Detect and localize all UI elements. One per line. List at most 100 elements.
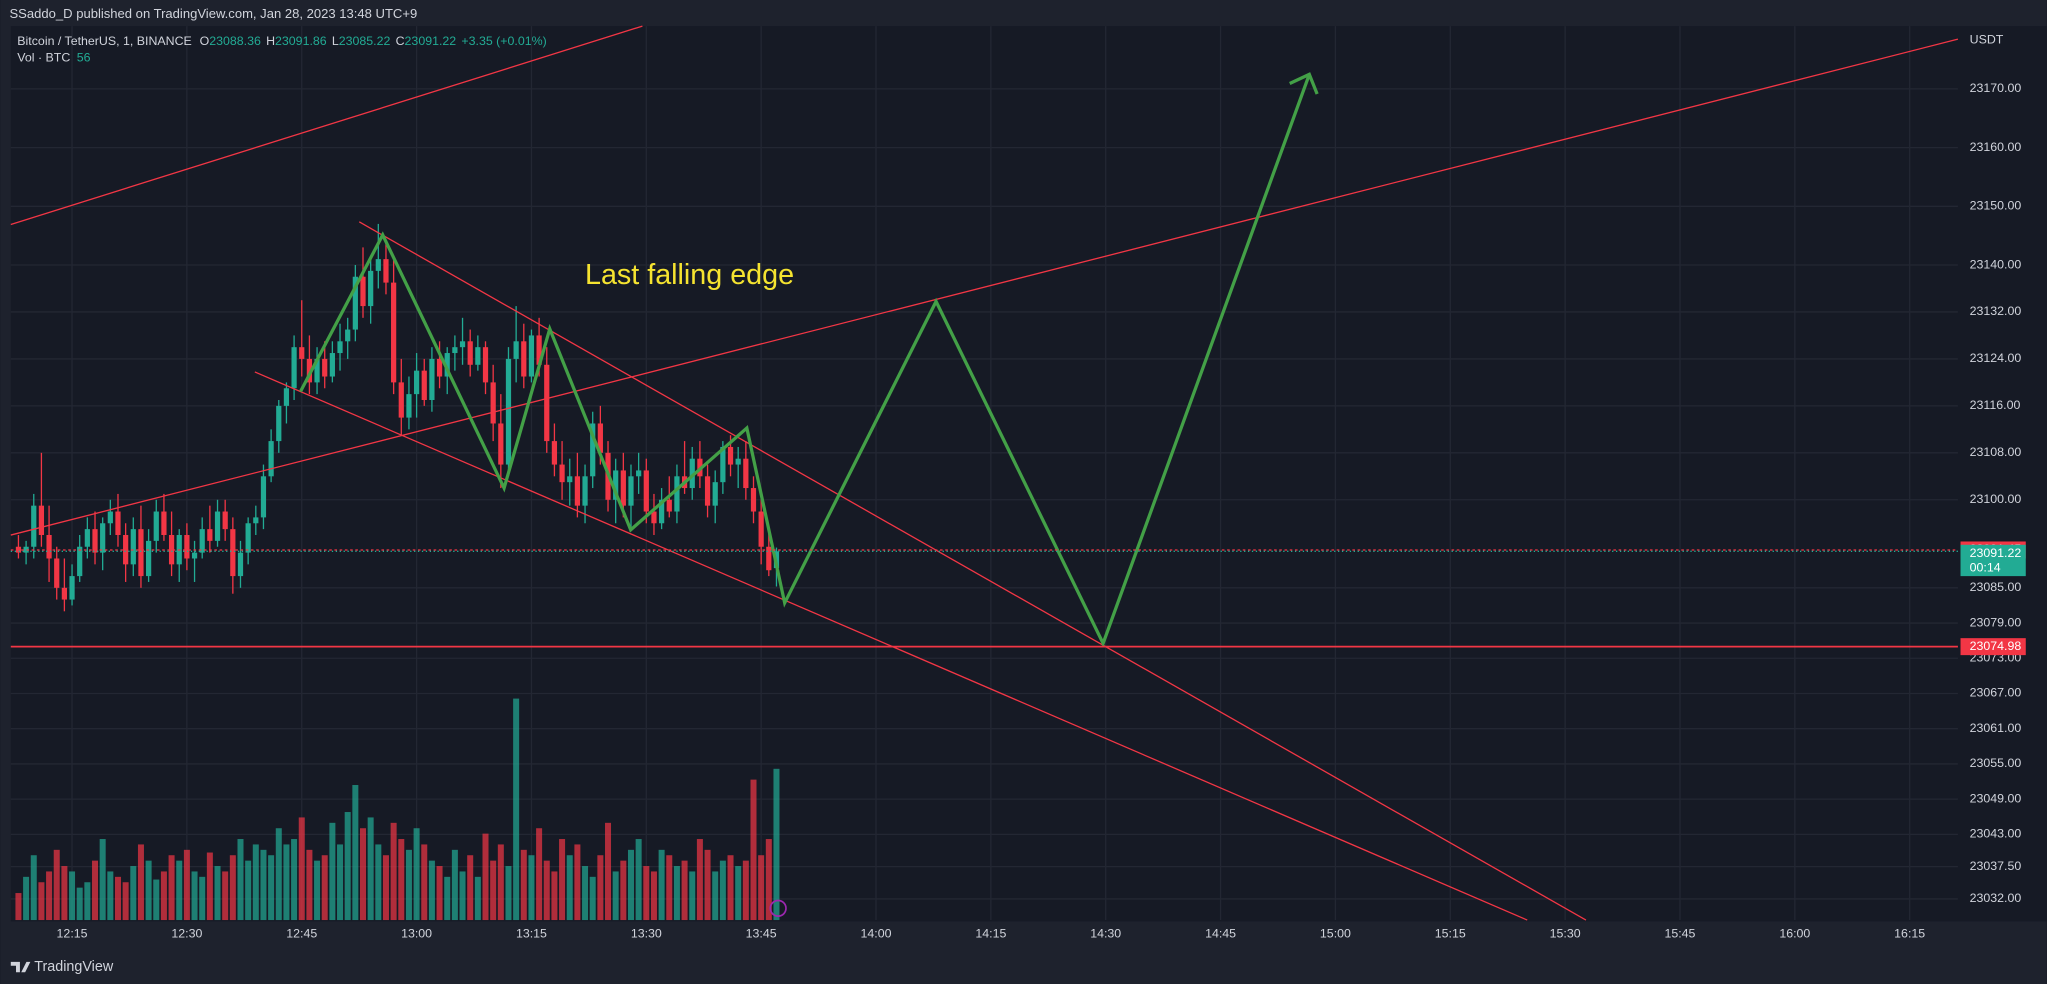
volume-bar bbox=[237, 839, 244, 921]
candle-body bbox=[421, 370, 427, 400]
volume-bar bbox=[99, 839, 106, 921]
x-tick-label: 13:15 bbox=[516, 927, 547, 941]
volume-bar bbox=[620, 860, 627, 921]
x-tick-label: 15:45 bbox=[1664, 927, 1695, 941]
volume-bar bbox=[268, 855, 275, 921]
volume-bar bbox=[712, 871, 719, 921]
symbol: Bitcoin / TetherUS, 1, BINANCE bbox=[17, 34, 191, 48]
y-tick-label: 23043.00 bbox=[1970, 827, 2022, 841]
candle-body bbox=[383, 259, 389, 283]
logo bbox=[10, 961, 31, 973]
volume-bar bbox=[543, 860, 550, 921]
volume-layer bbox=[15, 698, 780, 921]
volume-bar bbox=[114, 876, 121, 921]
y-tick-label: 23140.00 bbox=[1970, 257, 2022, 271]
event-icon[interactable] bbox=[769, 899, 787, 917]
candle-body bbox=[54, 558, 60, 588]
volume-bar bbox=[490, 860, 497, 921]
volume-bar bbox=[513, 698, 520, 921]
volume-bar bbox=[137, 844, 144, 921]
volume-bar bbox=[145, 860, 152, 921]
candle-body bbox=[620, 470, 626, 506]
volume-bar bbox=[191, 871, 198, 921]
volume-bar bbox=[245, 860, 252, 921]
candle-body bbox=[92, 529, 98, 553]
volume-bar bbox=[306, 849, 313, 921]
candle-body bbox=[544, 364, 550, 442]
volume-bar bbox=[252, 844, 259, 921]
candle-body bbox=[398, 382, 404, 418]
candle-body bbox=[574, 476, 581, 506]
candle-body bbox=[536, 335, 542, 365]
volume-title: Vol · BTC bbox=[17, 51, 70, 65]
volume-bar bbox=[704, 849, 711, 921]
volume-bar bbox=[673, 866, 680, 921]
candle-body bbox=[758, 511, 764, 547]
volume-bar bbox=[46, 871, 53, 921]
candle-body bbox=[391, 282, 397, 383]
volume-bar bbox=[612, 871, 619, 921]
volume-bar bbox=[497, 844, 504, 921]
x-tick-label: 14:45 bbox=[1205, 927, 1236, 941]
candle-body bbox=[452, 347, 458, 354]
candle-body bbox=[337, 341, 343, 354]
candle-body bbox=[268, 441, 274, 477]
candle-body bbox=[23, 546, 29, 553]
volume-bar bbox=[413, 828, 420, 921]
volume-bar bbox=[283, 844, 290, 921]
volume-bar bbox=[23, 876, 30, 921]
candle-body bbox=[505, 358, 512, 465]
candle-body bbox=[138, 529, 144, 577]
y-tick-label: 23037.50 bbox=[1970, 859, 2022, 873]
volume-bar bbox=[260, 849, 267, 921]
volume-bar bbox=[719, 860, 726, 921]
candle-body bbox=[704, 476, 711, 506]
volume-bar bbox=[444, 876, 451, 921]
trend-line bbox=[10, 25, 643, 226]
candle-body bbox=[214, 511, 221, 541]
y-tick-label: 23049.00 bbox=[1970, 791, 2022, 805]
candle-body bbox=[498, 423, 504, 465]
volume-bar bbox=[773, 768, 780, 921]
candle-body bbox=[283, 388, 290, 406]
grid bbox=[10, 26, 1958, 921]
y-tick-label: 23108.00 bbox=[1970, 445, 2022, 459]
volume-bar bbox=[329, 822, 336, 921]
candle-body bbox=[360, 276, 366, 307]
volume-bar bbox=[69, 871, 76, 921]
y-tick-label: 23132.00 bbox=[1970, 304, 2022, 318]
candle-body bbox=[306, 358, 313, 383]
candle-body bbox=[406, 394, 412, 418]
volume-bar bbox=[199, 876, 206, 921]
volume-bar bbox=[214, 866, 221, 921]
volume-bar bbox=[390, 822, 397, 921]
candle-body bbox=[199, 529, 205, 553]
candle-body bbox=[567, 476, 573, 483]
candle-body bbox=[237, 552, 244, 577]
volume-bar bbox=[650, 871, 657, 921]
candle-body bbox=[291, 347, 297, 389]
candle-body bbox=[153, 511, 159, 541]
x-tick-label: 14:15 bbox=[975, 927, 1006, 941]
annotation: Last falling edge bbox=[585, 259, 794, 291]
candle-body bbox=[628, 476, 634, 506]
volume-bar bbox=[658, 849, 665, 921]
candle-body bbox=[130, 529, 136, 565]
volume-legend: Vol · BTC 56 bbox=[17, 51, 90, 65]
volume-bar bbox=[291, 839, 298, 921]
candle-body bbox=[276, 405, 282, 442]
volume-bar bbox=[428, 860, 435, 921]
y-tick-label: 23085.00 bbox=[1970, 580, 2022, 594]
volume-bar bbox=[643, 866, 650, 921]
volume-bar bbox=[520, 849, 527, 921]
candle-body bbox=[766, 546, 772, 571]
last-price-tag bbox=[1960, 544, 2026, 577]
x-tick-label: 15:15 bbox=[1435, 927, 1466, 941]
volume-bar bbox=[15, 893, 22, 921]
candle-body bbox=[482, 347, 489, 383]
x-tick-label: 15:00 bbox=[1320, 927, 1351, 941]
candle-body bbox=[322, 358, 328, 377]
volume-bar bbox=[405, 849, 412, 921]
